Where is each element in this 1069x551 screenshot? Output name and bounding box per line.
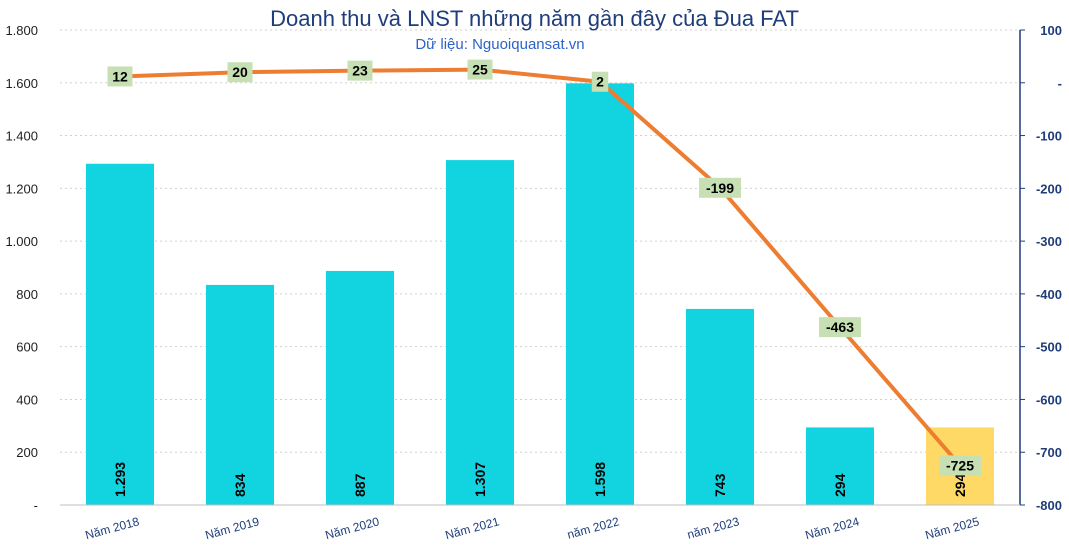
axes: -2004006008001.0001.2001.4001.6001.800-8…	[5, 23, 1062, 542]
line-value-label: 12	[112, 68, 128, 84]
y-right-tick-label: -100	[1036, 129, 1062, 144]
line-label-box	[939, 455, 981, 476]
line-path	[119, 67, 962, 467]
y-left-tick-label: 1.200	[5, 181, 38, 196]
x-tick-label: Năm 2021	[444, 514, 501, 542]
bar-value-label: 1.598	[592, 462, 608, 497]
y-right-tick-label: -400	[1036, 287, 1062, 302]
bar	[566, 83, 634, 506]
line-value-label: 25	[472, 62, 488, 78]
x-tick-label: Năm 2020	[324, 514, 381, 542]
gridlines	[60, 29, 1020, 453]
line-value-label: 23	[352, 63, 368, 79]
chart-title: Doanh thu và LNST những năm gần đây của …	[270, 6, 799, 31]
bar	[206, 284, 274, 505]
y-left-tick-label: 1.600	[5, 76, 38, 91]
x-tick-label: năm 2022	[566, 514, 621, 541]
y-right-tick-label: -200	[1036, 181, 1062, 196]
line-label-box	[467, 59, 493, 80]
bar-value-label: 1.307	[472, 462, 488, 497]
x-tick-label: Năm 2018	[84, 514, 141, 542]
y-right-tick-label: -	[1058, 76, 1062, 91]
line-label-box	[347, 60, 373, 81]
line-label-box	[591, 71, 609, 92]
bar-value-label: 887	[352, 473, 368, 497]
bar	[86, 163, 154, 505]
x-tick-label: Năm 2019	[204, 514, 261, 542]
y-left-tick-label: 1.000	[5, 234, 38, 249]
y-left-tick-label: 600	[16, 340, 38, 355]
data-labels: 1.293 834 887 1.307 1.598 743 294 294 12 20 23 25 2 -…	[107, 59, 981, 497]
bar	[446, 160, 514, 505]
y-left-tick-label: 200	[16, 445, 38, 460]
bar-series	[86, 83, 994, 506]
line-label-box	[819, 317, 861, 338]
bar-value-label: 294	[952, 473, 968, 497]
y-right-tick-label: -600	[1036, 392, 1062, 407]
line-value-label: 20	[232, 64, 248, 80]
x-tick-label: Năm 2024	[804, 514, 861, 542]
y-right-tick-label: -800	[1036, 498, 1062, 513]
line-series	[119, 67, 962, 467]
x-tick-label: Năm 2025	[924, 514, 981, 542]
bar	[686, 308, 754, 505]
y-left-tick-label: 1.800	[5, 23, 38, 38]
y-left-tick-label: 1.400	[5, 129, 38, 144]
y-left-tick-label: 400	[16, 392, 38, 407]
bar-value-label: 294	[832, 473, 848, 497]
bar	[806, 427, 874, 505]
bar-value-label: 743	[712, 473, 728, 497]
line-value-label: 2	[596, 74, 604, 90]
y-right-tick-label: -300	[1036, 234, 1062, 249]
bar-value-label: 834	[232, 473, 248, 497]
y-right-tick-label: -700	[1036, 445, 1062, 460]
bar	[326, 270, 394, 505]
line-label-box	[107, 66, 133, 87]
chart-subtitle: Dữ liệu: Nguoiquansat.vn	[415, 36, 585, 53]
line-value-label: -463	[826, 319, 854, 335]
line-value-label: -725	[946, 457, 974, 473]
bar-value-label: 1.293	[112, 462, 128, 497]
y-left-tick-label: -	[34, 498, 38, 513]
y-left-tick-label: 800	[16, 287, 38, 302]
line-value-label: -199	[706, 180, 734, 196]
y-right-tick-label: 100	[1040, 23, 1062, 38]
x-tick-label: năm 2023	[686, 514, 741, 541]
line-label-box	[699, 177, 741, 198]
line-label-box	[227, 62, 253, 83]
y-right-tick-label: -500	[1036, 340, 1062, 355]
